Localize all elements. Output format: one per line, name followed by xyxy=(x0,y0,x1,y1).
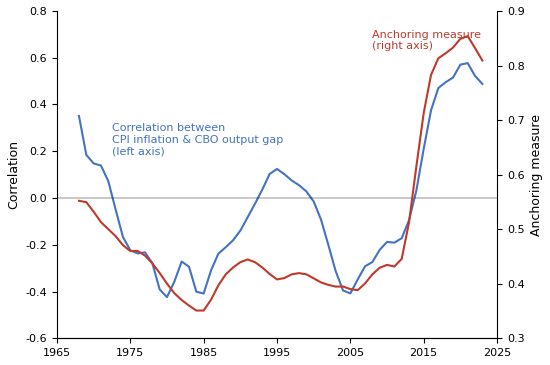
Text: Anchoring measure
(right axis): Anchoring measure (right axis) xyxy=(372,30,481,51)
Y-axis label: Correlation: Correlation xyxy=(7,140,20,209)
Y-axis label: Anchoring measure: Anchoring measure xyxy=(530,114,543,236)
Text: Correlation between
CPI inflation & CBO output gap
(left axis): Correlation between CPI inflation & CBO … xyxy=(112,123,283,156)
